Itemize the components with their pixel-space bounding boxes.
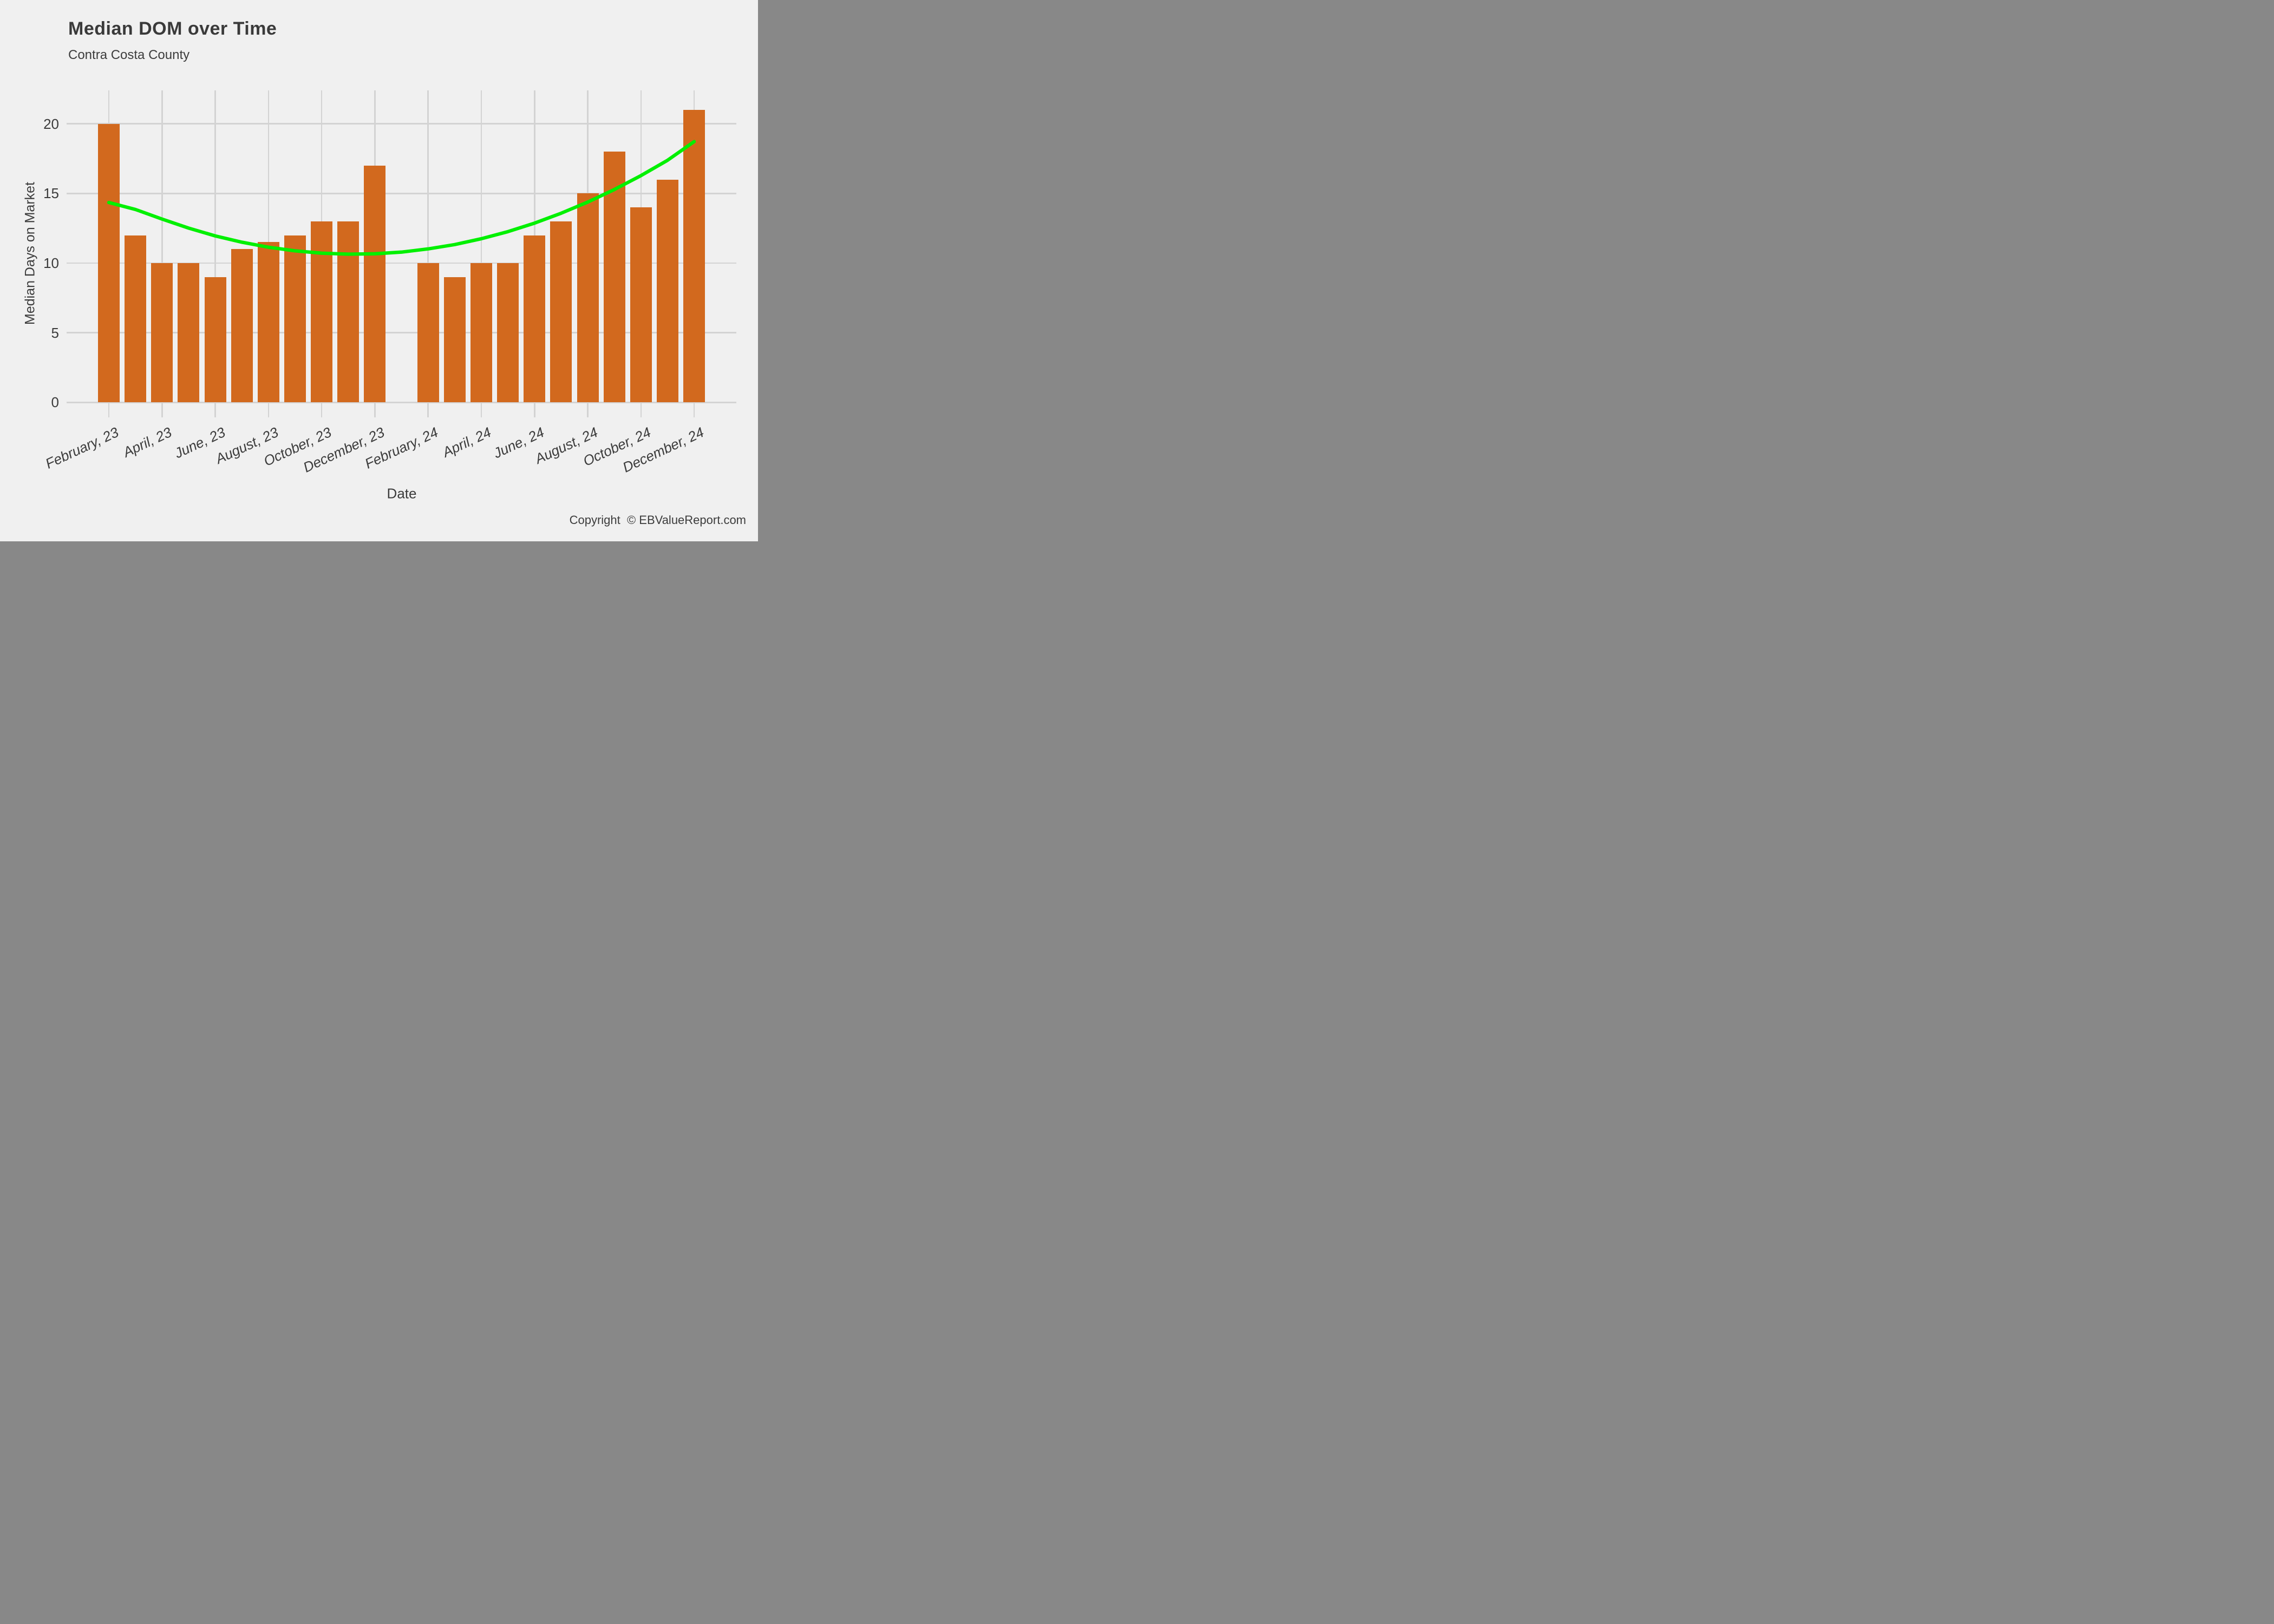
v-gridline	[214, 90, 216, 417]
bar	[231, 249, 253, 403]
bar	[524, 235, 546, 403]
y-tick-label: 20	[43, 115, 59, 132]
v-gridline	[480, 90, 482, 417]
page-title: Median DOM over Time	[68, 18, 277, 39]
bar	[470, 263, 492, 403]
plot-panel	[67, 90, 736, 417]
bar	[550, 221, 572, 403]
h-gridline	[67, 262, 736, 264]
bar	[364, 165, 386, 403]
bar	[257, 242, 279, 403]
y-axis-title: Median Days on Market	[22, 181, 38, 325]
y-tick-label: 5	[51, 324, 59, 341]
bar	[630, 207, 652, 403]
page-subtitle: Contra Costa County	[68, 48, 190, 62]
bar	[178, 263, 200, 403]
bar	[204, 277, 226, 403]
bar	[125, 235, 147, 403]
bar	[151, 263, 173, 403]
h-gridline	[67, 123, 736, 125]
bar	[98, 123, 120, 403]
bar	[656, 179, 678, 403]
x-tick-label: April, 24	[440, 424, 494, 461]
v-gridline	[427, 90, 429, 417]
h-gridline	[67, 402, 736, 403]
y-tick-label: 0	[51, 394, 59, 411]
x-axis-title: Date	[387, 485, 417, 502]
h-gridline	[67, 193, 736, 194]
bar	[497, 263, 519, 403]
bar	[443, 277, 466, 403]
bar	[337, 221, 360, 403]
x-tick-label: February, 23	[43, 424, 121, 472]
chart-figure: Median DOM over Time Contra Costa County…	[0, 0, 758, 541]
bar	[577, 193, 599, 403]
y-tick-label: 10	[43, 255, 59, 271]
bar	[417, 263, 439, 403]
v-gridline	[161, 90, 163, 417]
bar	[284, 235, 306, 403]
x-tick-label: April, 23	[120, 424, 174, 461]
bar	[683, 109, 705, 403]
y-tick-label: 15	[43, 185, 59, 202]
copyright-text: Copyright © EBValueReport.com	[569, 513, 746, 527]
h-gridline	[67, 332, 736, 333]
trend-line	[107, 140, 696, 256]
